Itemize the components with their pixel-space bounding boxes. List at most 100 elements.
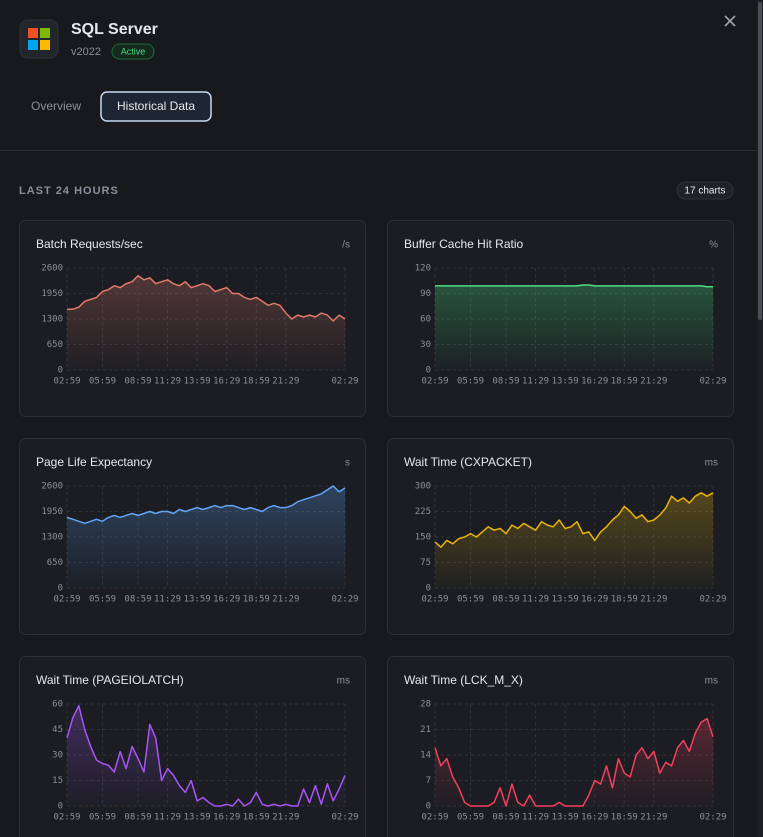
x-tick-label: 18:59: [611, 813, 638, 823]
x-tick-label: 02:29: [699, 813, 726, 823]
x-tick-label: 08:59: [124, 813, 151, 823]
area: [435, 718, 713, 806]
x-tick-label: 02:29: [699, 595, 726, 605]
x-tick-label: 13:59: [552, 813, 579, 823]
x-tick-label: 21:29: [640, 377, 667, 387]
scrollbar-thumb[interactable]: [758, 2, 762, 320]
logo-square: [28, 40, 38, 50]
chart-card: Buffer Cache Hit Ratio % 0 30 60 90 120 02:59 05…: [387, 220, 734, 417]
x-tick-label: 11:29: [154, 813, 181, 823]
area: [67, 705, 345, 806]
x-tick-label: 21:29: [272, 595, 299, 605]
y-tick-label: 7: [426, 776, 431, 786]
x-tick-label: 05:59: [457, 377, 484, 387]
x-tick-label: 13:59: [552, 377, 579, 387]
status-text: Active: [121, 46, 146, 56]
x-tick-label: 08:59: [492, 813, 519, 823]
x-tick-label: 18:59: [611, 595, 638, 605]
x-tick-label: 05:59: [89, 595, 116, 605]
chart-title: Wait Time (PAGEIOLATCH): [36, 673, 184, 687]
version: v2022: [71, 46, 101, 58]
line: [67, 275, 346, 322]
y-tick-label: 30: [420, 340, 431, 350]
x-tick-label: 13:59: [552, 595, 579, 605]
chart-card: Batch Requests/sec/s 0 650 1300 1950 2600 02:5…: [19, 220, 366, 417]
chart-title: Wait Time (CXPACKET): [404, 455, 532, 469]
y-tick-label: 1950: [41, 507, 63, 517]
x-tick-label: 16:29: [581, 377, 608, 387]
area: [67, 275, 345, 370]
y-tick-label: 120: [415, 264, 431, 274]
x-tick-label: 02:29: [699, 377, 726, 387]
y-tick-label: 30: [52, 751, 63, 761]
y-tick-label: 650: [47, 558, 63, 568]
x-tick-label: 16:29: [581, 813, 608, 823]
section-title: LAST 24 HOURS: [19, 185, 119, 197]
close-icon: [724, 15, 736, 27]
x-tick-label: 13:59: [184, 813, 211, 823]
count-badge: [676, 181, 734, 200]
y-tick-label: 1950: [41, 289, 63, 299]
app-title: SQL Server: [71, 21, 158, 38]
line: [66, 485, 346, 525]
tab[interactable]: Overview: [31, 99, 81, 113]
x-tick-label: 11:29: [522, 813, 549, 823]
x-tick-label: 08:59: [492, 377, 519, 387]
active-tab[interactable]: [100, 91, 212, 122]
count-text: 17 charts: [684, 186, 725, 197]
y-tick-label: 14: [420, 751, 431, 761]
x-tick-label: 11:29: [522, 595, 549, 605]
chart-title: Buffer Cache Hit Ratio: [404, 237, 523, 251]
chart-title: Page Life Expectancy: [36, 455, 152, 469]
y-tick-label: 21: [420, 725, 431, 735]
x-tick-label: 13:59: [184, 595, 211, 605]
y-tick-label: 0: [58, 584, 63, 594]
x-tick-label: 16:29: [581, 595, 608, 605]
y-tick-label: 45: [52, 725, 63, 735]
y-tick-label: 650: [47, 340, 63, 350]
logo-square: [40, 28, 50, 38]
y-tick-label: 28: [420, 700, 431, 710]
y-tick-label: 1300: [41, 315, 63, 325]
chart-unit: ms: [337, 676, 350, 687]
x-tick-label: 05:59: [89, 377, 116, 387]
line: [434, 717, 714, 807]
status-badge: [111, 43, 155, 60]
y-tick-label: 1300: [41, 533, 63, 543]
x-tick-label: 02:59: [421, 595, 448, 605]
x-tick-label: 18:59: [243, 377, 270, 387]
x-tick-label: 08:59: [124, 595, 151, 605]
y-tick-label: 15: [52, 776, 63, 786]
chart-card: Page Life Expectancy s 0 650 1300 1950 2600 02:…: [19, 438, 366, 635]
chart-title: Batch Requests/sec: [36, 237, 143, 251]
y-tick-label: 0: [58, 802, 63, 812]
line: [66, 704, 346, 807]
y-tick-label: 150: [415, 533, 431, 543]
close-button[interactable]: [724, 15, 736, 27]
chart-unit: ms: [705, 676, 718, 687]
y-tick-label: 60: [52, 700, 63, 710]
x-tick-label: 05:59: [89, 813, 116, 823]
line: [434, 492, 714, 548]
x-tick-label: 18:59: [243, 813, 270, 823]
x-tick-label: 02:59: [421, 377, 448, 387]
x-tick-label: 11:29: [522, 377, 549, 387]
x-tick-label: 18:59: [611, 377, 638, 387]
tab[interactable]: Historical Data: [117, 99, 195, 113]
x-tick-label: 02:59: [53, 377, 80, 387]
x-tick-label: 16:29: [213, 813, 240, 823]
x-tick-label: 08:59: [492, 595, 519, 605]
app-icon: [19, 19, 59, 59]
chart-card: Wait Time (PAGEIOLATCH) ms 0 15 30 45 60 02:59 0…: [19, 656, 366, 837]
chart-unit: /s: [342, 240, 350, 251]
x-tick-label: 16:29: [213, 595, 240, 605]
y-tick-label: 300: [415, 482, 431, 492]
y-tick-label: 0: [426, 802, 431, 812]
chart-unit: ms: [705, 458, 718, 469]
y-tick-label: 75: [420, 558, 431, 568]
y-tick-label: 0: [426, 584, 431, 594]
x-tick-label: 11:29: [154, 377, 181, 387]
logo-square: [28, 28, 38, 38]
